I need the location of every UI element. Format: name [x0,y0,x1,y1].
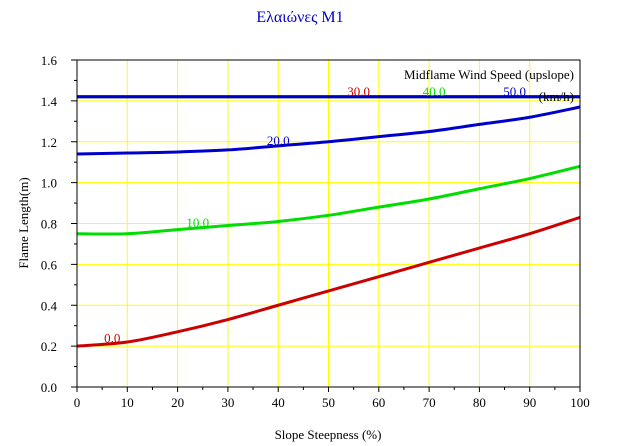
y-tick-label: 1.2 [41,135,57,150]
axes [71,59,581,392]
y-tick-label: 1.0 [41,176,57,191]
series-lines [76,95,581,348]
legend-unit: (km/h) [539,89,574,104]
x-tick-label: 10 [121,395,134,410]
y-tick-label: 1.6 [41,53,58,68]
y-tick-label: 0.8 [41,217,57,232]
series-label-0: 0.0 [104,330,120,345]
x-tick-label: 100 [570,395,590,410]
x-tick-label: 20 [171,395,184,410]
x-tick-label: 30 [221,395,234,410]
series-label-2: 20.0 [267,133,290,148]
series-line-2 [76,105,581,156]
x-axis-title: Slope Steepness (%) [275,427,382,442]
series-line-0 [76,215,581,348]
plot-frame [76,59,581,388]
y-tick-label: 0.4 [41,298,58,313]
x-tick-label: 50 [322,395,335,410]
series-labels: 0.0 10.0 20.0 30.0 40.0 50.0 [104,84,526,345]
series-line-1 [76,164,581,236]
x-tick-label: 40 [272,395,285,410]
x-tick-label: 70 [423,395,436,410]
series-label-3: 30.0 [347,84,370,99]
legend-title: Midflame Wind Speed (upslope) [404,67,574,82]
y-tick-label: 1.4 [41,94,58,109]
y-axis-title: Flame Length(m) [16,177,31,268]
chart-title: Ελαιώνες Μ1 [256,9,343,26]
y-tick-label: 0.2 [41,339,57,354]
x-tick-label: 80 [473,395,486,410]
y-tick-label: 0.6 [41,257,58,272]
tick-labels: 0 10 20 30 40 50 60 70 80 90 100 0.0 0.2 0.4 0.6 0.8 1.0… [41,53,590,410]
x-tick-label: 90 [523,395,536,410]
series-label-4: 40.0 [423,84,446,99]
y-tick-label: 0.0 [41,380,57,395]
series-label-5: 50.0 [503,84,526,99]
x-tick-label: 60 [372,395,385,410]
series-label-1: 10.0 [186,215,209,230]
grid [77,60,580,387]
x-tick-label: 0 [74,395,81,410]
